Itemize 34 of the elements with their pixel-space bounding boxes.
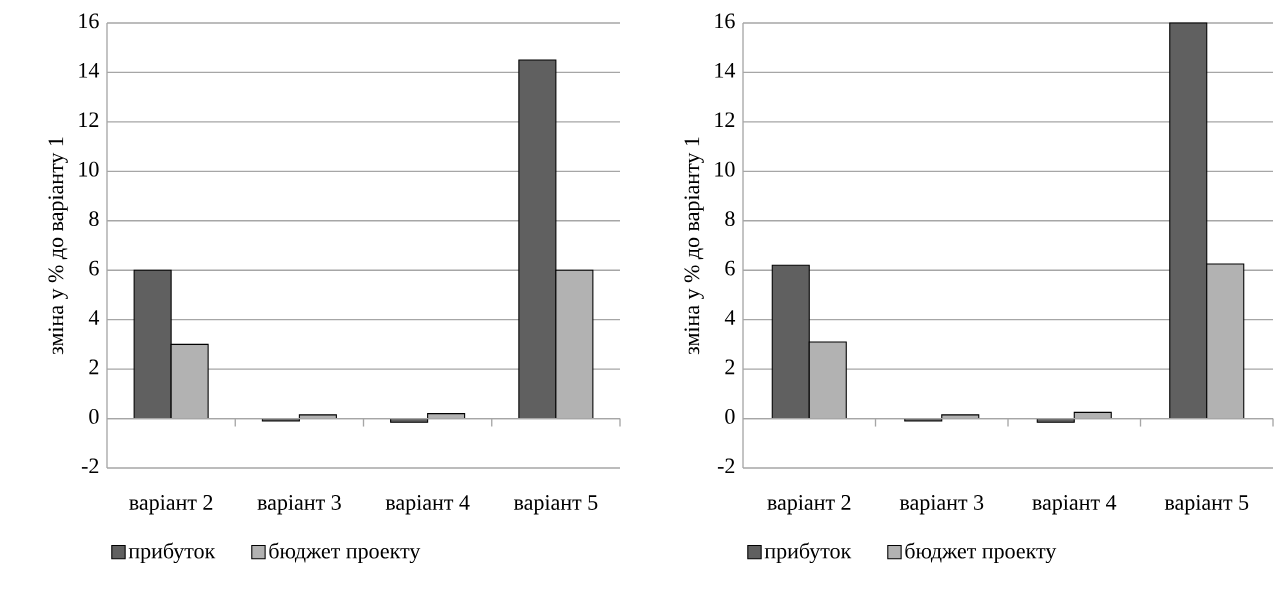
y-tick-label: 4 [88, 310, 100, 325]
y-tick-label: 16 [79, 13, 99, 29]
y-tick-label: 2 [89, 359, 99, 375]
y-tick-label: 14 [715, 63, 736, 78]
x-tick-label: варіант 2 [767, 495, 851, 515]
x-tick-label: варіант 5 [513, 495, 598, 515]
x-tick-label: варіант 3 [899, 495, 984, 515]
x-tick-label: варіант 2 [129, 495, 213, 515]
y-tick-label: 14 [79, 63, 100, 78]
y-tick-label: 0 [725, 408, 735, 424]
x-tick-label: варіант 5 [1164, 495, 1249, 515]
y-axis-title: зміна у % до варіанту 1 [48, 137, 68, 355]
y-tick-label: 6 [725, 260, 735, 276]
x-tick-label: варіант 4 [1032, 495, 1117, 515]
legend-label: прибуток [764, 542, 852, 564]
y-tick-label: 8 [89, 211, 99, 227]
legend-label: прибуток [128, 542, 216, 564]
y-tick-label: 0 [89, 408, 99, 424]
x-tick-label: варіант 4 [385, 495, 470, 515]
y-tick-label: -2 [81, 458, 99, 474]
y-tick-label: 10 [715, 161, 735, 177]
y-tick-label: -2 [717, 458, 735, 474]
y-axis-title: зміна у % до варіанту 1 [684, 137, 704, 355]
y-tick-label: 6 [89, 260, 99, 276]
y-tick-label: 12 [715, 112, 735, 127]
y-tick-label: 12 [79, 112, 99, 127]
y-tick-label: 2 [725, 359, 735, 375]
legend-label: бюджет проекту [905, 542, 1057, 564]
y-tick-label: 4 [724, 310, 736, 325]
x-tick-label: варіант 3 [257, 495, 341, 515]
y-tick-label: 16 [715, 13, 735, 29]
legend-label: бюджет проекту [269, 542, 421, 564]
y-tick-label: 10 [79, 161, 99, 177]
y-tick-label: 8 [725, 211, 735, 227]
